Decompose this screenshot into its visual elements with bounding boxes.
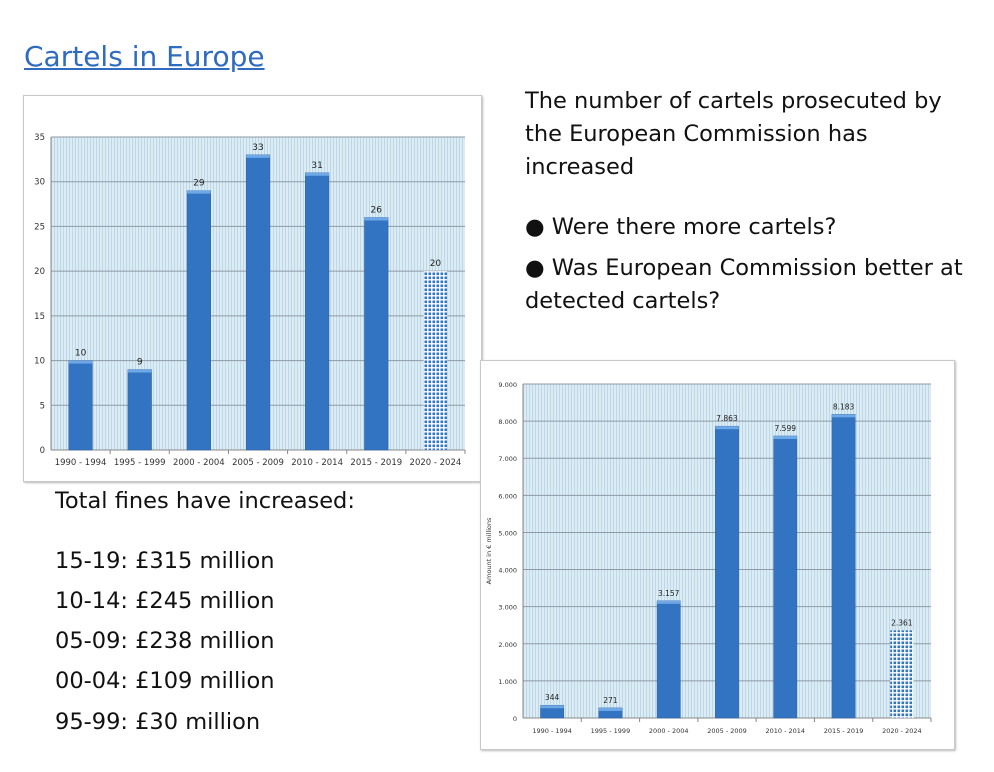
slide-title: Cartels in Europe bbox=[24, 40, 265, 73]
fines-item: 05-09: £238 million bbox=[55, 628, 275, 654]
bar bbox=[127, 369, 152, 451]
bar bbox=[598, 707, 623, 719]
bullet-2: ● Was European Commission better at dete… bbox=[525, 255, 963, 314]
y-tick-label: 5.000 bbox=[498, 529, 517, 537]
bar-top-highlight bbox=[657, 600, 681, 604]
bar-top-highlight bbox=[364, 217, 389, 221]
x-tick-label: 1995 - 1999 bbox=[114, 458, 166, 468]
data-label: 33 bbox=[252, 143, 263, 153]
fines-amount-chart: 0 1.000 2.000 3.000 4.000 5.000 6.000 7.000 8.00… bbox=[480, 360, 955, 750]
bar-top-highlight bbox=[187, 190, 211, 194]
bar-top-highlight bbox=[305, 172, 329, 176]
bar bbox=[245, 154, 271, 451]
data-label: 3.157 bbox=[658, 589, 680, 598]
y-tick-label: 7.000 bbox=[498, 455, 517, 463]
bar bbox=[186, 190, 211, 451]
fines-amount-chart-svg: 0 1.000 2.000 3.000 4.000 5.000 6.000 7.000 8.00… bbox=[485, 381, 932, 735]
fines-item: 95-99: £30 million bbox=[55, 709, 261, 735]
bar-top-highlight bbox=[715, 426, 739, 430]
data-label: 344 bbox=[545, 693, 560, 702]
bar-top-highlight bbox=[68, 360, 93, 364]
data-label: 7.863 bbox=[716, 414, 738, 423]
bar bbox=[773, 435, 798, 719]
x-tick-label: 2020 - 2024 bbox=[882, 727, 922, 735]
bar bbox=[305, 172, 330, 451]
data-label: 10 bbox=[75, 349, 87, 359]
bar-top-highlight bbox=[127, 369, 152, 373]
fines-item: 00-04: £109 million bbox=[55, 668, 275, 694]
y-tick-label: 1.000 bbox=[498, 678, 517, 686]
bar-top-highlight bbox=[598, 707, 623, 711]
bar-top-highlight bbox=[246, 154, 270, 158]
x-tick-label: 1990 - 1994 bbox=[532, 727, 572, 735]
y-tick-label: 9.000 bbox=[498, 381, 517, 389]
y-tick-label: 25 bbox=[34, 222, 45, 232]
y-tick-label: 0 bbox=[513, 715, 517, 723]
bar bbox=[890, 630, 914, 718]
x-tick-label: 2000 - 2004 bbox=[173, 458, 225, 468]
y-tick-label: 3.000 bbox=[498, 604, 517, 612]
data-label: 26 bbox=[371, 205, 383, 215]
data-label: 20 bbox=[430, 259, 442, 269]
y-tick-label: 4.000 bbox=[498, 567, 517, 575]
bar-top-highlight bbox=[773, 435, 797, 439]
data-label: 31 bbox=[311, 161, 322, 171]
fines-item: 15-19: £315 million bbox=[55, 548, 275, 574]
bullet-1: ● Were there more cartels? bbox=[525, 214, 837, 240]
cartels-count-chart: 0 5 10 15 20 25 30 35 10 1990 - 1994 9 1995 - 1999 2… bbox=[23, 95, 482, 482]
y-tick-label: 2.000 bbox=[498, 641, 517, 649]
bar bbox=[68, 360, 93, 451]
data-label: 9 bbox=[137, 358, 143, 368]
y-tick-label: 5 bbox=[40, 401, 45, 411]
bar-top-highlight bbox=[831, 414, 856, 418]
cartels-count-chart-svg: 0 5 10 15 20 25 30 35 10 1990 - 1994 9 1995 - 1999 2… bbox=[34, 133, 466, 468]
x-tick-label: 2005 - 2009 bbox=[707, 727, 747, 735]
x-tick-label: 2010 - 2014 bbox=[766, 727, 806, 735]
bar bbox=[656, 600, 681, 719]
x-tick-label: 1995 - 1999 bbox=[591, 727, 631, 735]
intro-text: The number of cartels prosecuted by the … bbox=[525, 88, 942, 180]
data-label: 29 bbox=[193, 179, 205, 189]
y-tick-label: 10 bbox=[34, 357, 45, 367]
x-tick-label: 2015 - 2019 bbox=[824, 727, 864, 735]
x-tick-label: 2020 - 2024 bbox=[410, 458, 462, 468]
bar bbox=[364, 217, 389, 451]
bar bbox=[715, 425, 739, 719]
y-tick-label: 8.000 bbox=[498, 418, 517, 426]
y-tick-label: 20 bbox=[34, 267, 45, 277]
y-axis-label: Amount in € millions bbox=[485, 517, 493, 584]
y-tick-label: 30 bbox=[34, 178, 45, 188]
x-tick-label: 2005 - 2009 bbox=[232, 458, 284, 468]
data-label: 8.183 bbox=[833, 402, 855, 411]
bar-top-highlight bbox=[540, 705, 564, 709]
bar bbox=[423, 271, 448, 450]
y-tick-label: 15 bbox=[34, 312, 45, 322]
bar bbox=[831, 414, 856, 719]
data-label: 271 bbox=[603, 696, 618, 705]
data-label: 7.599 bbox=[775, 424, 797, 433]
x-tick-label: 2000 - 2004 bbox=[649, 727, 689, 735]
data-label: 2.361 bbox=[891, 618, 913, 627]
fines-item: 10-14: £245 million bbox=[55, 588, 275, 614]
x-tick-label: 2015 - 2019 bbox=[350, 458, 402, 468]
y-tick-label: 0 bbox=[40, 446, 45, 456]
fines-heading: Total fines have increased: bbox=[55, 488, 355, 514]
x-tick-label: 2010 - 2014 bbox=[291, 458, 343, 468]
y-tick-label: 35 bbox=[34, 133, 45, 143]
x-tick-label: 1990 - 1994 bbox=[55, 458, 107, 468]
y-tick-label: 6.000 bbox=[498, 492, 517, 500]
